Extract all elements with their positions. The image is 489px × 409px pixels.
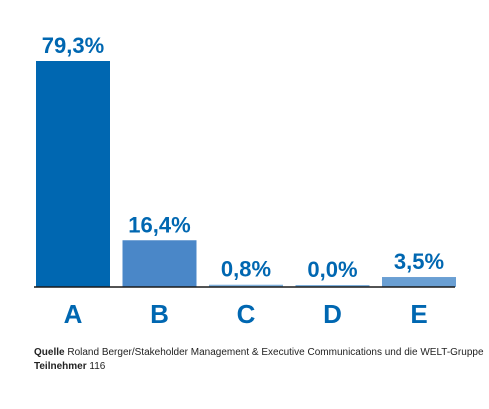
category-label-e: E: [410, 299, 427, 329]
participants-note: Teilnehmer 116: [34, 361, 105, 372]
value-label-e: 3,5%: [394, 249, 444, 274]
category-label-d: D: [323, 299, 342, 329]
source-label: Quelle: [34, 347, 65, 358]
category-label-b: B: [150, 299, 169, 329]
participants-value: 116: [89, 361, 106, 372]
value-label-b: 16,4%: [128, 212, 190, 237]
value-label-d: 0,0%: [307, 257, 357, 282]
value-label-c: 0,8%: [221, 257, 271, 282]
bar-chart: 79,3% 16,4% 0,8% 0,0% 3,5% A B C D E: [34, 33, 456, 329]
category-label-a: A: [64, 299, 83, 329]
bar-c: [209, 284, 283, 287]
category-label-c: C: [237, 299, 256, 329]
participants-label: Teilnehmer: [34, 361, 87, 372]
bar-e: [382, 277, 456, 287]
source-text: Roland Berger/Stakeholder Management & E…: [67, 347, 484, 358]
bar-d: [295, 285, 370, 287]
bar-b: [122, 240, 197, 287]
value-label-a: 79,3%: [42, 33, 104, 58]
bar-a: [36, 61, 110, 287]
category-labels-group: A B C D E: [64, 299, 428, 329]
source-note: Quelle Roland Berger/Stakeholder Managem…: [34, 347, 484, 358]
bars-group: 79,3% 16,4% 0,8% 0,0% 3,5%: [36, 33, 456, 287]
